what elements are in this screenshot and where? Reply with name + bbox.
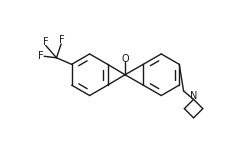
Text: O: O <box>121 54 129 64</box>
Text: N: N <box>190 91 197 100</box>
Text: F: F <box>43 37 49 47</box>
Text: F: F <box>59 36 65 45</box>
Text: F: F <box>38 51 43 61</box>
